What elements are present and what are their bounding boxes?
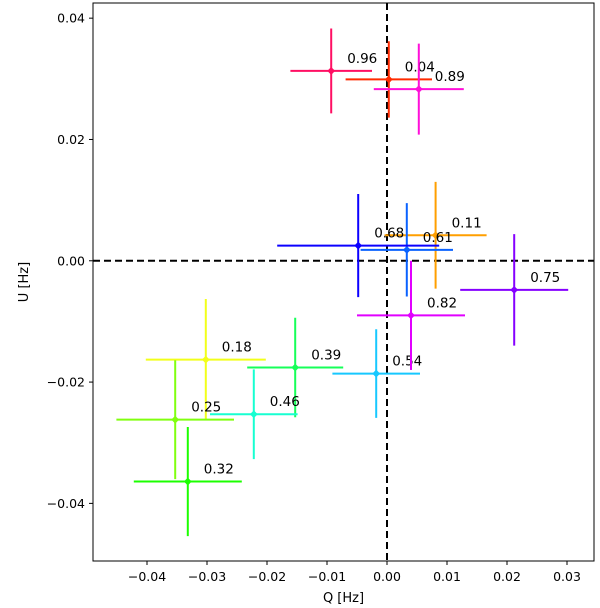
data-point-group: 0.75 bbox=[460, 234, 569, 346]
x-tick-label: −0.02 bbox=[248, 569, 286, 584]
y-tick-label: −0.02 bbox=[47, 375, 85, 390]
data-point-group: 0.18 bbox=[145, 298, 266, 421]
y-tick-label: 0.02 bbox=[57, 132, 85, 147]
data-point-marker bbox=[201, 355, 210, 364]
data-point-group: 0.68 bbox=[277, 194, 440, 298]
x-tick-label: −0.01 bbox=[308, 569, 346, 584]
data-point-label: 0.39 bbox=[311, 348, 341, 364]
data-point-marker bbox=[183, 477, 192, 486]
data-point-marker bbox=[327, 67, 336, 75]
data-point-group: 0.54 bbox=[332, 329, 422, 418]
data-point-group: 0.82 bbox=[357, 260, 465, 370]
y-tick-label: 0.04 bbox=[57, 11, 85, 26]
data-point-group: 0.04 bbox=[345, 41, 435, 118]
x-tick-label: 0.01 bbox=[433, 569, 461, 584]
axes-frame bbox=[92, 2, 595, 562]
data-point-group: 0.25 bbox=[116, 360, 234, 480]
data-point-marker bbox=[249, 410, 258, 419]
data-point-label: 0.11 bbox=[452, 215, 482, 231]
data-point-label: 0.89 bbox=[435, 69, 465, 85]
data-point-group: 0.46 bbox=[210, 369, 300, 460]
x-tick-label: 0.00 bbox=[373, 569, 401, 584]
x-axis-title: Q [Hz] bbox=[323, 591, 364, 606]
data-point-label: 0.04 bbox=[405, 59, 435, 75]
data-point-label: 0.18 bbox=[222, 340, 252, 356]
data-point-marker bbox=[402, 245, 411, 254]
data-point-marker bbox=[510, 285, 519, 294]
data-point-marker bbox=[414, 85, 423, 94]
data-point-marker bbox=[171, 415, 180, 424]
data-point-marker bbox=[372, 369, 381, 378]
x-tick-label: −0.03 bbox=[188, 569, 226, 584]
data-point-label: 0.96 bbox=[347, 51, 377, 67]
data-point-group: 0.61 bbox=[360, 203, 453, 297]
data-point-label: 0.32 bbox=[204, 462, 234, 478]
data-point-marker bbox=[291, 363, 300, 372]
x-tick-label: 0.03 bbox=[553, 569, 581, 584]
data-point-label: 0.82 bbox=[427, 295, 457, 311]
data-point-marker bbox=[354, 241, 363, 250]
data-point-label: 0.25 bbox=[191, 400, 221, 416]
data-point-label: 0.75 bbox=[530, 270, 560, 286]
data-point-marker bbox=[384, 75, 393, 84]
y-tick-label: 0.00 bbox=[57, 253, 85, 268]
plot-area: 0.04 0.11 0.18 0.25 0.32 0.39 0.46 0.54 0.61 0.68… bbox=[93, 3, 594, 561]
y-tick-label: −0.04 bbox=[47, 496, 85, 511]
data-point-marker bbox=[431, 231, 440, 240]
data-point-label: 0.61 bbox=[423, 230, 453, 246]
x-tick-label: 0.02 bbox=[493, 569, 521, 584]
data-point-group: 0.11 bbox=[384, 181, 487, 289]
data-point-group: 0.32 bbox=[133, 426, 242, 537]
data-point-label: 0.46 bbox=[270, 394, 300, 410]
data-point-group: 0.89 bbox=[373, 43, 465, 135]
data-point-label: 0.68 bbox=[374, 226, 404, 242]
data-point-marker bbox=[407, 311, 415, 320]
data-point-group: 0.39 bbox=[247, 317, 344, 418]
y-axis-title: U [Hz] bbox=[17, 262, 32, 302]
data-point-label: 0.54 bbox=[392, 354, 422, 370]
x-tick-label: −0.04 bbox=[128, 569, 166, 584]
y-axis: −0.04 −0.02 0.00 0.02 0.04 bbox=[47, 11, 93, 511]
x-axis: −0.04 −0.03 −0.02 −0.01 0.00 0.01 0.02 0.03 bbox=[128, 561, 581, 584]
data-point-group: 0.96 bbox=[290, 28, 377, 114]
